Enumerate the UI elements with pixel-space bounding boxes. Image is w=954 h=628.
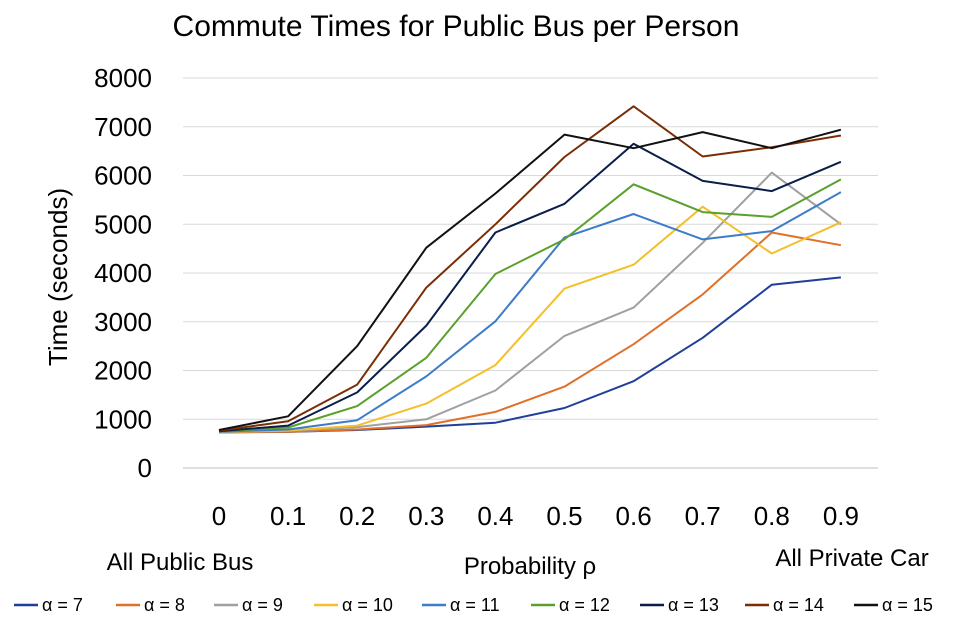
y-axis-ticks: 0 1000 2000 3000 4000 5000 6000 7000 8000 xyxy=(94,63,152,483)
y-tick-label: 4000 xyxy=(94,258,152,288)
y-tick-label: 2000 xyxy=(94,356,152,386)
y-axis-label: Time (seconds) xyxy=(43,188,73,366)
series-line xyxy=(218,205,842,433)
x-axis-ticks: 0 0.1 0.2 0.3 0.4 0.5 0.6 0.7 0.8 0.9 xyxy=(212,501,859,531)
x-tick-label: 0.8 xyxy=(754,501,790,531)
y-tick-label: 1000 xyxy=(94,404,152,434)
y-tick-label: 3000 xyxy=(94,307,152,337)
gridlines xyxy=(183,77,878,469)
series-lines xyxy=(218,105,842,434)
series-line xyxy=(218,191,842,433)
x-end-label-left: All Public Bus xyxy=(107,549,254,576)
y-tick-label: 5000 xyxy=(94,209,152,239)
x-tick-label: 0.4 xyxy=(477,501,513,531)
legend-label: α = 13 xyxy=(668,595,719,615)
y-tick-label: 0 xyxy=(138,453,152,483)
legend-label: α = 8 xyxy=(144,595,185,615)
x-tick-label: 0.9 xyxy=(823,501,859,531)
series-line xyxy=(218,178,842,433)
legend-label: α = 14 xyxy=(773,595,824,615)
x-tick-label: 0 xyxy=(212,501,226,531)
legend-label: α = 12 xyxy=(559,595,610,615)
series-line xyxy=(218,128,842,431)
series-line xyxy=(218,105,842,432)
x-tick-label: 0.2 xyxy=(339,501,375,531)
x-tick-label: 0.1 xyxy=(270,501,306,531)
series-line xyxy=(218,231,842,434)
y-tick-label: 7000 xyxy=(94,112,152,142)
x-end-label-right: All Private Car xyxy=(775,545,928,572)
series-line xyxy=(218,142,842,433)
x-tick-label: 0.5 xyxy=(546,501,582,531)
legend-label: α = 15 xyxy=(882,595,933,615)
y-tick-label: 8000 xyxy=(94,63,152,93)
chart-title: Commute Times for Public Bus per Person xyxy=(173,10,740,43)
legend-label: α = 11 xyxy=(450,595,500,615)
x-axis-label: Probability ρ xyxy=(464,553,596,580)
x-tick-label: 0.7 xyxy=(685,501,721,531)
x-tick-label: 0.6 xyxy=(616,501,652,531)
legend-label: α = 10 xyxy=(342,595,393,615)
legend-label: α = 9 xyxy=(242,595,283,615)
legend: α = 7 α = 8 α = 9 α = 10 α = 11 α = 12 α = 13 α… xyxy=(14,595,933,615)
x-tick-label: 0.3 xyxy=(408,501,444,531)
legend-label: α = 7 xyxy=(42,595,83,615)
y-tick-label: 6000 xyxy=(94,161,152,191)
